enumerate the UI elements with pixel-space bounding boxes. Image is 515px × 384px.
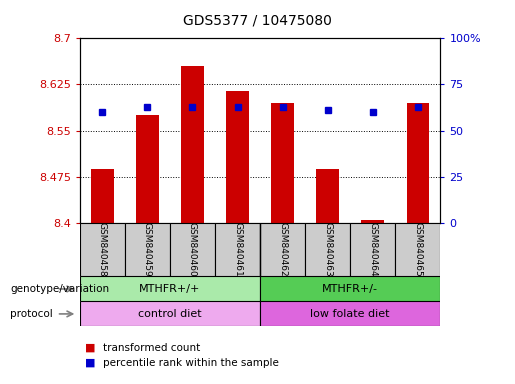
Text: protocol: protocol xyxy=(10,309,53,319)
Bar xyxy=(136,115,159,223)
Bar xyxy=(226,91,249,223)
Text: MTHFR+/-: MTHFR+/- xyxy=(322,284,378,294)
Text: MTHFR+/+: MTHFR+/+ xyxy=(139,284,201,294)
Text: ■: ■ xyxy=(85,358,95,368)
Bar xyxy=(80,301,260,326)
Bar xyxy=(260,301,440,326)
Bar xyxy=(125,223,170,276)
Bar xyxy=(396,223,440,276)
Text: percentile rank within the sample: percentile rank within the sample xyxy=(103,358,279,368)
Bar xyxy=(260,223,305,276)
Bar xyxy=(170,223,215,276)
Text: GSM840465: GSM840465 xyxy=(414,222,422,277)
Text: GSM840464: GSM840464 xyxy=(368,222,377,277)
Text: GSM840458: GSM840458 xyxy=(98,222,107,277)
Bar xyxy=(80,276,260,301)
Text: low folate diet: low folate diet xyxy=(311,309,390,319)
Bar xyxy=(406,103,429,223)
Bar xyxy=(305,223,350,276)
Text: GSM840462: GSM840462 xyxy=(278,222,287,277)
Bar xyxy=(215,223,260,276)
Bar xyxy=(91,169,114,223)
Bar xyxy=(350,223,396,276)
Text: GSM840461: GSM840461 xyxy=(233,222,242,277)
Text: GSM840460: GSM840460 xyxy=(188,222,197,277)
Bar xyxy=(181,66,204,223)
Bar xyxy=(271,103,294,223)
Bar xyxy=(260,276,440,301)
Bar xyxy=(316,169,339,223)
Text: control diet: control diet xyxy=(138,309,202,319)
Bar xyxy=(362,220,384,223)
Text: GDS5377 / 10475080: GDS5377 / 10475080 xyxy=(183,13,332,27)
Text: GSM840463: GSM840463 xyxy=(323,222,332,277)
Text: GSM840459: GSM840459 xyxy=(143,222,152,277)
Text: genotype/variation: genotype/variation xyxy=(10,284,109,294)
Text: ■: ■ xyxy=(85,343,95,353)
Text: transformed count: transformed count xyxy=(103,343,200,353)
Bar xyxy=(80,223,125,276)
